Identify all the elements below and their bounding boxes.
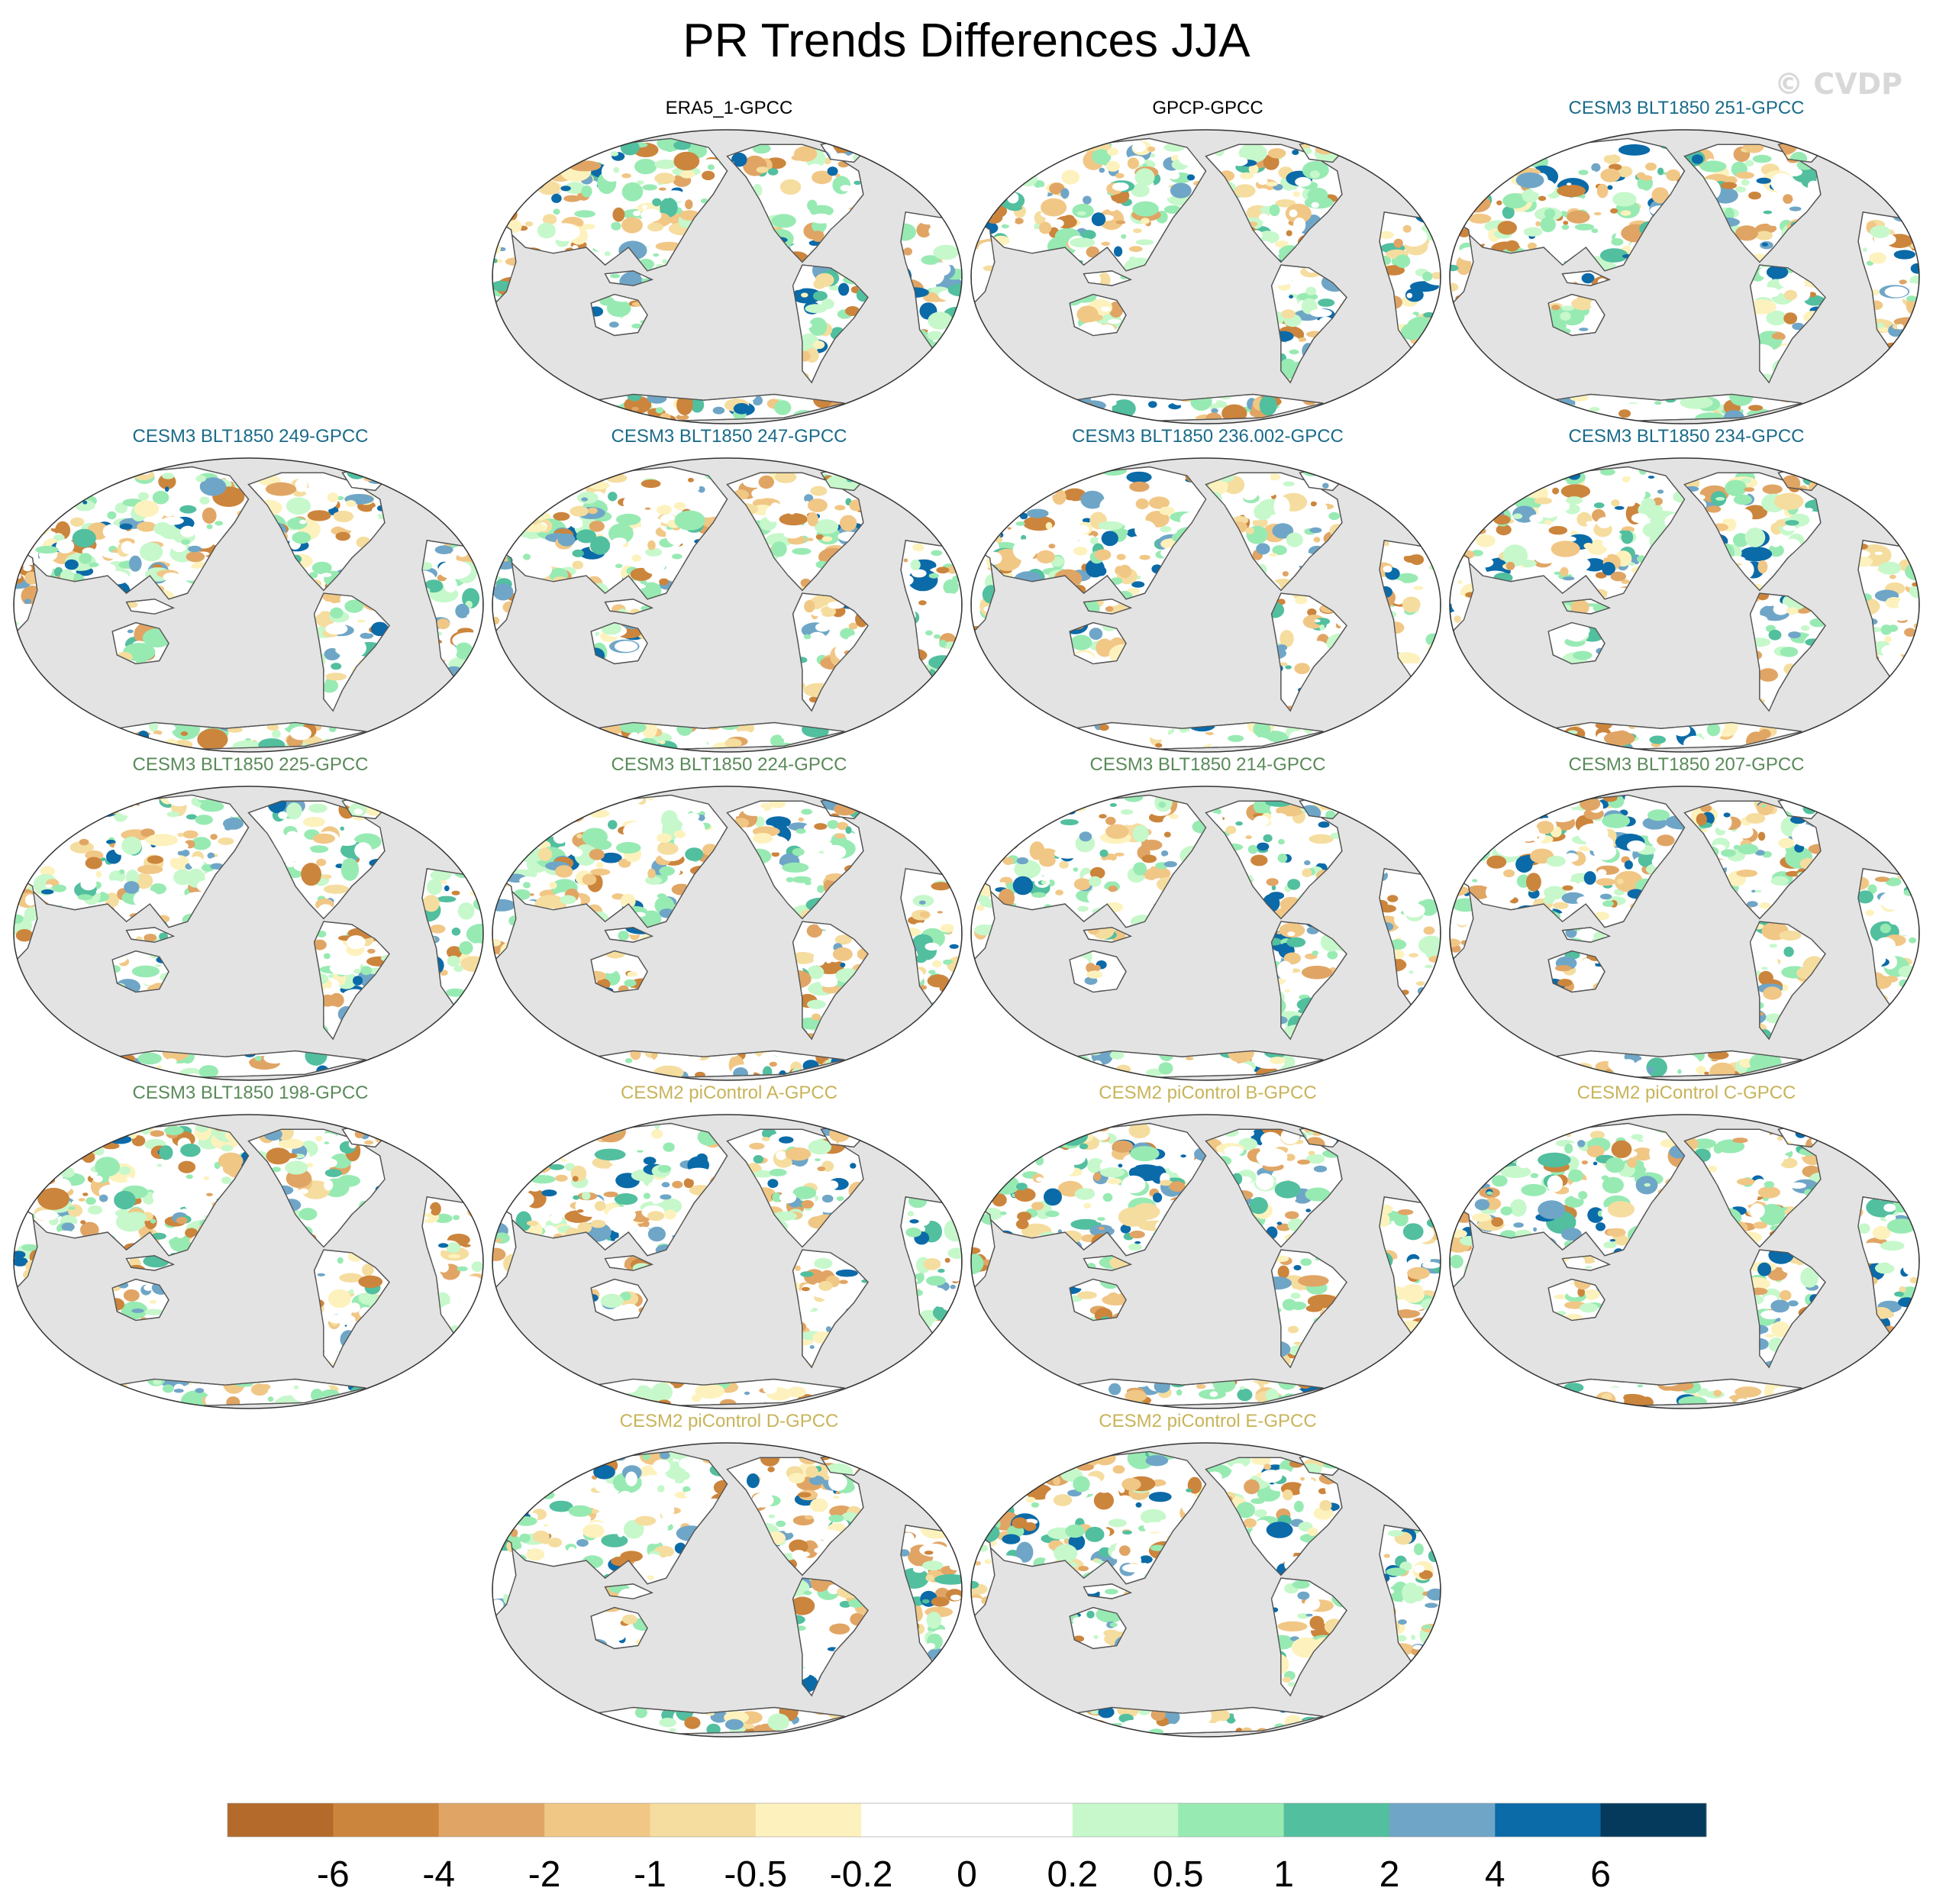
colorbar-box bbox=[1072, 1803, 1179, 1837]
colorbar-tick-label: -6 bbox=[317, 1854, 350, 1895]
colorbar-tick-label: 4 bbox=[1484, 1854, 1505, 1895]
cvdp-watermark: © CVDP bbox=[1774, 67, 1902, 101]
colorbar-box bbox=[1178, 1803, 1285, 1837]
panel-title: CESM3 BLT1850 249-GPCC bbox=[132, 426, 369, 447]
map-border bbox=[492, 786, 963, 1081]
panel-title: CESM2 piControl D-GPCC bbox=[619, 1411, 839, 1431]
map-panel bbox=[970, 129, 1441, 424]
panel-title: CESM3 BLT1850 198-GPCC bbox=[132, 1083, 369, 1103]
panel-title: CESM3 BLT1850 236.002-GPCC bbox=[1072, 426, 1344, 447]
panel-title: CESM3 BLT1850 214-GPCC bbox=[1089, 754, 1326, 775]
map-border bbox=[13, 457, 484, 753]
map-border bbox=[1449, 786, 1920, 1081]
anomaly-field bbox=[112, 622, 169, 664]
map-border bbox=[970, 129, 1441, 424]
panel-title: CESM3 BLT1850 207-GPCC bbox=[1568, 754, 1805, 775]
map-border bbox=[492, 1442, 963, 1738]
panel-title: CESM3 BLT1850 224-GPCC bbox=[611, 754, 847, 775]
panel-title: CESM2 piControl C-GPCC bbox=[1576, 1083, 1796, 1103]
colorbar-box bbox=[438, 1803, 545, 1837]
colorbar-box bbox=[1495, 1803, 1602, 1837]
map-panel bbox=[970, 786, 1441, 1081]
colorbar-tick-label: 1 bbox=[1273, 1854, 1294, 1895]
map-panel bbox=[492, 786, 963, 1081]
map-border bbox=[970, 786, 1441, 1081]
panel-title: CESM2 piControl A-GPCC bbox=[620, 1083, 838, 1103]
colorbar-tick-label: -1 bbox=[634, 1854, 666, 1895]
map-panel bbox=[970, 457, 1441, 753]
panel-title: CESM2 piControl B-GPCC bbox=[1099, 1083, 1317, 1103]
panel-title: CESM3 BLT1850 247-GPCC bbox=[611, 426, 847, 447]
map-panel bbox=[492, 1114, 963, 1409]
colorbar-box bbox=[650, 1803, 757, 1837]
panel-title: GPCP-GPCC bbox=[1152, 98, 1263, 118]
colorbar-tick-label: 2 bbox=[1379, 1854, 1400, 1895]
map-border bbox=[13, 1114, 484, 1409]
colorbar-tick-label: -2 bbox=[528, 1854, 561, 1895]
map-border bbox=[492, 129, 963, 424]
colorbar-tick-label: -0.2 bbox=[829, 1854, 893, 1895]
map-border bbox=[970, 1442, 1441, 1738]
map-panel bbox=[492, 457, 963, 753]
map-border bbox=[1449, 1114, 1920, 1409]
colorbar-box bbox=[544, 1803, 650, 1837]
colorbar-box bbox=[1283, 1803, 1390, 1837]
map-panel bbox=[492, 1442, 963, 1738]
panel-title: CESM3 BLT1850 234-GPCC bbox=[1568, 426, 1805, 447]
map-panel bbox=[13, 457, 484, 753]
map-panel bbox=[1449, 786, 1920, 1081]
colorbar-box bbox=[755, 1803, 862, 1837]
figure-title: PR Trends Differences JJA bbox=[683, 15, 1250, 67]
anomaly-field bbox=[1548, 622, 1605, 664]
map-panel bbox=[492, 129, 963, 424]
colorbar-tick-label: -4 bbox=[422, 1854, 456, 1895]
map-panel bbox=[1449, 129, 1920, 424]
map-border bbox=[970, 1114, 1441, 1409]
panel-title: CESM3 BLT1850 251-GPCC bbox=[1568, 98, 1805, 118]
panel-title: ERA5_1-GPCC bbox=[665, 98, 793, 118]
colorbar-tick-label: 0.5 bbox=[1152, 1854, 1204, 1895]
map-border bbox=[1449, 129, 1920, 424]
colorbar-box bbox=[1389, 1803, 1496, 1837]
map-panel bbox=[13, 1114, 484, 1409]
colorbar-box bbox=[1600, 1803, 1707, 1837]
colorbar-tick-label: -0.5 bbox=[724, 1854, 788, 1895]
colorbar bbox=[227, 1802, 1707, 1838]
colorbar-box bbox=[861, 1803, 967, 1837]
colorbar-tick-label: 6 bbox=[1590, 1854, 1611, 1895]
map-panel bbox=[1449, 457, 1920, 753]
map-panel bbox=[970, 1442, 1441, 1738]
map-panel bbox=[970, 1114, 1441, 1409]
panel-title: CESM3 BLT1850 225-GPCC bbox=[132, 754, 369, 775]
map-border bbox=[492, 1114, 963, 1409]
colorbar-box bbox=[333, 1803, 440, 1837]
map-border bbox=[492, 457, 963, 753]
map-panel bbox=[1449, 1114, 1920, 1409]
colorbar-box bbox=[228, 1803, 334, 1837]
map-panel bbox=[13, 786, 484, 1081]
map-border bbox=[970, 457, 1441, 753]
colorbar-box bbox=[966, 1803, 1073, 1837]
map-border bbox=[1449, 457, 1920, 753]
panel-title: CESM2 piControl E-GPCC bbox=[1099, 1411, 1317, 1431]
colorbar-tick-label: 0.2 bbox=[1047, 1854, 1099, 1895]
map-border bbox=[13, 786, 484, 1081]
colorbar-tick-label: 0 bbox=[957, 1854, 977, 1895]
